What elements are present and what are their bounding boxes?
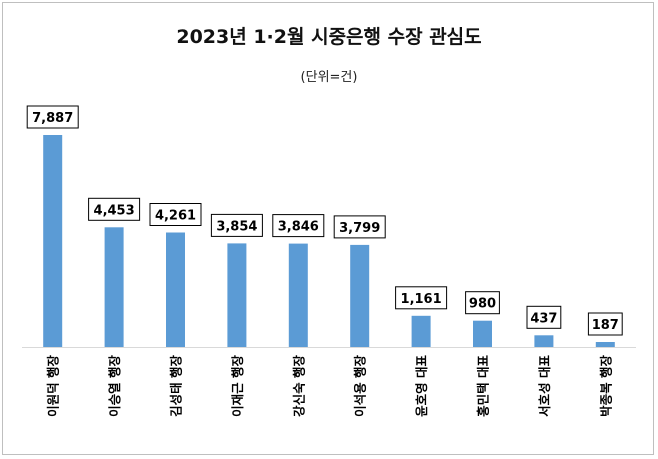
data-label-box	[333, 215, 386, 239]
data-label-box	[210, 213, 263, 237]
data-label: 3,846	[278, 220, 319, 235]
data-label: 4,261	[155, 209, 196, 224]
data-label: 980	[469, 297, 496, 312]
x-tick-label: 이승열 행장	[107, 355, 122, 417]
chart-title: 2023년 1·2월 시중은행 수장 관심도	[176, 26, 482, 48]
x-tick-label: 윤호영 대표	[414, 355, 429, 417]
data-label-box	[149, 203, 202, 226]
bar	[350, 244, 370, 347]
x-tick-label: 이재근 행장	[230, 355, 245, 417]
x-tick-label: 이석용 행장	[353, 355, 368, 417]
data-label-box	[26, 105, 79, 129]
data-label-box	[272, 214, 325, 238]
bar	[43, 135, 63, 347]
data-label-box	[465, 291, 500, 315]
data-label: 3,854	[216, 219, 257, 234]
data-label: 1,161	[401, 292, 442, 307]
x-tick-label: 김성태 행장	[169, 355, 184, 417]
bar	[595, 342, 615, 347]
bar	[104, 227, 124, 347]
x-tick-label: 강신숙 행장	[291, 355, 306, 417]
data-label: 4,453	[94, 203, 135, 218]
bar	[411, 315, 431, 347]
bar	[227, 243, 247, 347]
bar	[473, 320, 492, 347]
data-label-box	[88, 197, 141, 221]
bar	[288, 243, 308, 347]
x-tick-label: 박종복 행장	[598, 355, 613, 417]
bar	[534, 335, 554, 347]
bar	[166, 232, 185, 347]
x-tick-label: 이원덕 행장	[46, 355, 61, 417]
data-label: 3,799	[339, 221, 380, 236]
chart-subtitle: (단위=건)	[300, 70, 358, 85]
data-label: 187	[592, 318, 619, 333]
data-label: 437	[530, 311, 557, 326]
x-tick-label: 홍민택 대표	[476, 355, 491, 417]
x-tick-label: 서호성 대표	[537, 355, 552, 417]
data-label: 7,887	[32, 111, 73, 126]
data-label-box	[395, 286, 448, 310]
data-label-box	[587, 312, 623, 336]
data-label-box	[526, 305, 562, 329]
